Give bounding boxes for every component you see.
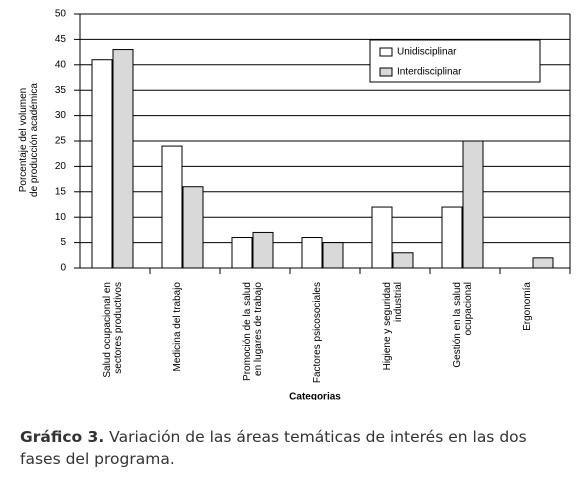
bar: [252, 231, 274, 269]
caption-text: Variación de las áreas temáticas de inte…: [20, 428, 527, 468]
bar: [322, 242, 344, 269]
bar: [161, 145, 183, 269]
bar: [392, 252, 414, 269]
legend-label: Unidisciplinar: [397, 47, 457, 58]
y-tick-label: 50: [55, 9, 67, 20]
x-axis-label: Categorias: [289, 392, 341, 400]
y-tick-label: 5: [60, 237, 66, 248]
bar: [91, 59, 113, 269]
x-tick-label: Gestión en la salud ocupacional: [452, 282, 474, 368]
x-tick-label: Medicina del trabajo: [172, 282, 183, 372]
y-tick-label: 35: [55, 85, 67, 96]
caption: Gráfico 3. Variación de las áreas temáti…: [20, 426, 570, 470]
y-tick-label: 30: [55, 110, 67, 121]
y-tick-label: 15: [55, 186, 67, 197]
bar: [441, 206, 463, 269]
bar: [112, 49, 134, 269]
x-tick-label: Factores psicosociales: [312, 282, 323, 384]
x-tick-label: Salud ocupacional en sectores productivo…: [102, 282, 124, 378]
y-tick-label: 10: [55, 212, 67, 223]
y-tick-label: 25: [55, 136, 67, 147]
bar: [462, 140, 484, 269]
y-tick-label: 40: [55, 59, 67, 70]
y-tick-label: 0: [60, 263, 66, 274]
y-tick-label: 20: [55, 161, 67, 172]
legend-box: [369, 39, 541, 83]
chart: 0 5 10 15 20 25 30 35 40 45 50 Categorias Unidiscipl…: [55, 9, 571, 400]
x-tick-label: Promoción de la salud en lugares de trab…: [242, 282, 264, 381]
bar: [301, 237, 323, 269]
legend-swatch: [379, 47, 393, 57]
bar: [532, 257, 554, 269]
x-tick-label: Higiene y seguridad industrial: [382, 282, 404, 371]
bar: [371, 206, 393, 269]
legend-label: Interdisciplinar: [397, 67, 462, 78]
bar: [231, 237, 253, 269]
y-axis-label: Porcentaje del volumen de producción aca…: [18, 83, 40, 197]
caption-label: Gráfico 3.: [20, 428, 105, 446]
legend-swatch: [379, 67, 393, 77]
y-tick-label: 45: [55, 34, 67, 45]
bar: [182, 186, 204, 269]
x-tick-label: Ergonomía: [522, 282, 533, 331]
